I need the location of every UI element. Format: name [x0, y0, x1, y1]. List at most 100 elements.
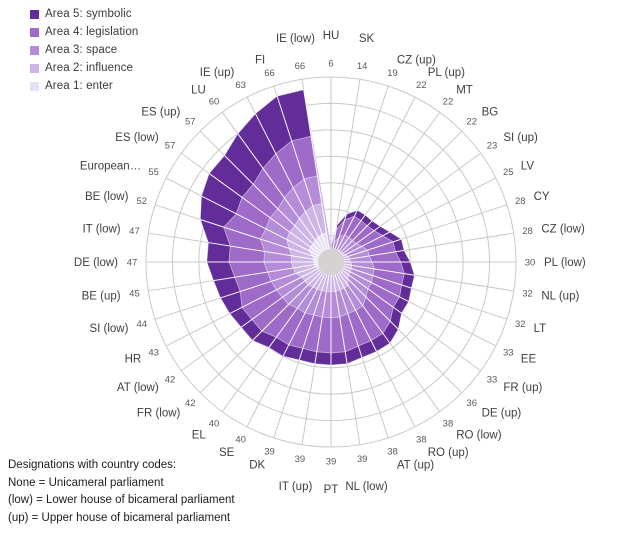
value-label: 22 — [416, 80, 427, 91]
value-label: 36 — [466, 398, 477, 409]
legend-item: Area 3: space — [30, 44, 138, 56]
category-label: LT — [534, 323, 547, 335]
category-label: IE (low) — [276, 33, 315, 45]
category-label: BG — [482, 106, 499, 118]
legend-swatch-icon — [30, 63, 39, 73]
value-label: 14 — [357, 61, 368, 72]
category-label: RO (low) — [456, 429, 502, 441]
value-label: 44 — [136, 319, 147, 330]
category-label: SI (up) — [503, 132, 538, 144]
footnote-line-3: (low) = Lower house of bicameral parliam… — [8, 494, 235, 506]
category-label: DE (low) — [74, 257, 118, 269]
spoke-highlight — [254, 113, 332, 263]
spoke-highlight — [224, 155, 332, 263]
category-label: SE — [219, 447, 235, 459]
legend-item: Area 2: influence — [30, 62, 138, 74]
value-label: 42 — [185, 398, 196, 409]
category-label: HU — [323, 30, 340, 42]
spoke-highlight — [330, 261, 363, 358]
spoke-highlight — [276, 95, 332, 263]
value-label: 32 — [522, 288, 533, 299]
spoke-highlight — [201, 195, 332, 263]
value-label: 23 — [487, 140, 498, 151]
spoke-highlight — [303, 89, 332, 263]
spoke-highlight — [330, 261, 391, 344]
value-label: 38 — [387, 447, 398, 458]
category-label: NL (up) — [541, 290, 579, 302]
spoke-highlight — [330, 261, 402, 314]
category-label: ES (up) — [141, 106, 180, 118]
legend-item: Area 1: enter — [30, 80, 138, 92]
chart-footnote: Designations with country codes: None = … — [8, 457, 235, 527]
spoke-highlight — [200, 219, 332, 263]
category-label: BE (up) — [82, 290, 121, 302]
category-label: EE — [521, 354, 537, 366]
value-label: 40 — [209, 418, 220, 429]
category-label: LU — [191, 85, 206, 97]
category-label: AT (low) — [117, 382, 159, 394]
legend-label: Area 3: space — [45, 44, 118, 56]
value-label: 42 — [165, 374, 176, 385]
category-label: CZ (up) — [397, 54, 436, 66]
category-label: IT (up) — [279, 481, 313, 493]
value-label: 57 — [185, 117, 196, 128]
spoke-highlight — [252, 261, 332, 341]
value-label: 60 — [209, 96, 220, 107]
footnote-line-1: Designations with country codes: — [8, 459, 177, 471]
spoke-highlight — [240, 261, 332, 328]
legend-item: Area 4: legislation — [30, 26, 138, 38]
category-label: RO (up) — [428, 447, 469, 459]
value-label: 57 — [165, 140, 176, 151]
center-dot — [318, 249, 344, 275]
spoke-highlight — [330, 261, 415, 276]
value-label: 66 — [264, 68, 275, 79]
value-label: 39 — [357, 454, 368, 465]
category-label: European… — [80, 160, 141, 172]
value-label: 32 — [515, 319, 526, 330]
value-label: 47 — [129, 226, 140, 237]
spoke-highlight — [220, 261, 332, 299]
value-label: 39 — [264, 447, 275, 458]
spoke-highlight — [330, 261, 412, 289]
value-label: 47 — [127, 257, 138, 268]
spoke-highlight — [213, 261, 332, 282]
value-label: 63 — [235, 80, 246, 91]
legend-label: Area 5: symbolic — [45, 8, 132, 20]
value-label: 45 — [129, 288, 140, 299]
chart-legend: Area 5: symbolic Area 4: legislation Area … — [30, 8, 138, 98]
footnote-line-4: (up) = Upper house of bicameral parliame… — [8, 511, 231, 524]
spoke-highlight — [330, 261, 378, 352]
value-label: 43 — [148, 348, 159, 359]
category-label: MT — [456, 85, 473, 97]
legend-label: Area 4: legislation — [45, 26, 139, 38]
category-label: PT — [324, 484, 339, 496]
value-label: 40 — [235, 435, 246, 446]
value-label: 66 — [295, 61, 306, 72]
legend-label: Area 1: enter — [45, 80, 113, 92]
value-label: 55 — [148, 167, 159, 178]
category-label: CY — [534, 191, 550, 203]
value-label: 38 — [416, 435, 427, 446]
value-label: 28 — [515, 196, 526, 207]
category-label: SK — [359, 33, 375, 45]
value-label: 33 — [487, 374, 498, 385]
category-label: FR (up) — [503, 382, 542, 394]
value-label: 22 — [466, 117, 477, 128]
spoke-highlight — [330, 261, 399, 330]
category-label: ES (low) — [115, 132, 159, 144]
category-label: DK — [249, 460, 265, 472]
category-label: FI — [255, 54, 265, 66]
value-label: 6 — [328, 58, 333, 69]
value-label: 38 — [443, 418, 454, 429]
legend-swatch-icon — [30, 45, 39, 55]
spoke-highlight — [314, 261, 332, 364]
value-label: 28 — [522, 226, 533, 237]
footnote-line-2: None = Unicameral parliament — [8, 476, 164, 489]
category-label: IE (up) — [200, 67, 235, 79]
spoke-highlight — [298, 261, 332, 361]
value-label: 52 — [136, 196, 147, 207]
category-label: NL (low) — [345, 481, 388, 493]
value-label: 39 — [295, 454, 306, 465]
